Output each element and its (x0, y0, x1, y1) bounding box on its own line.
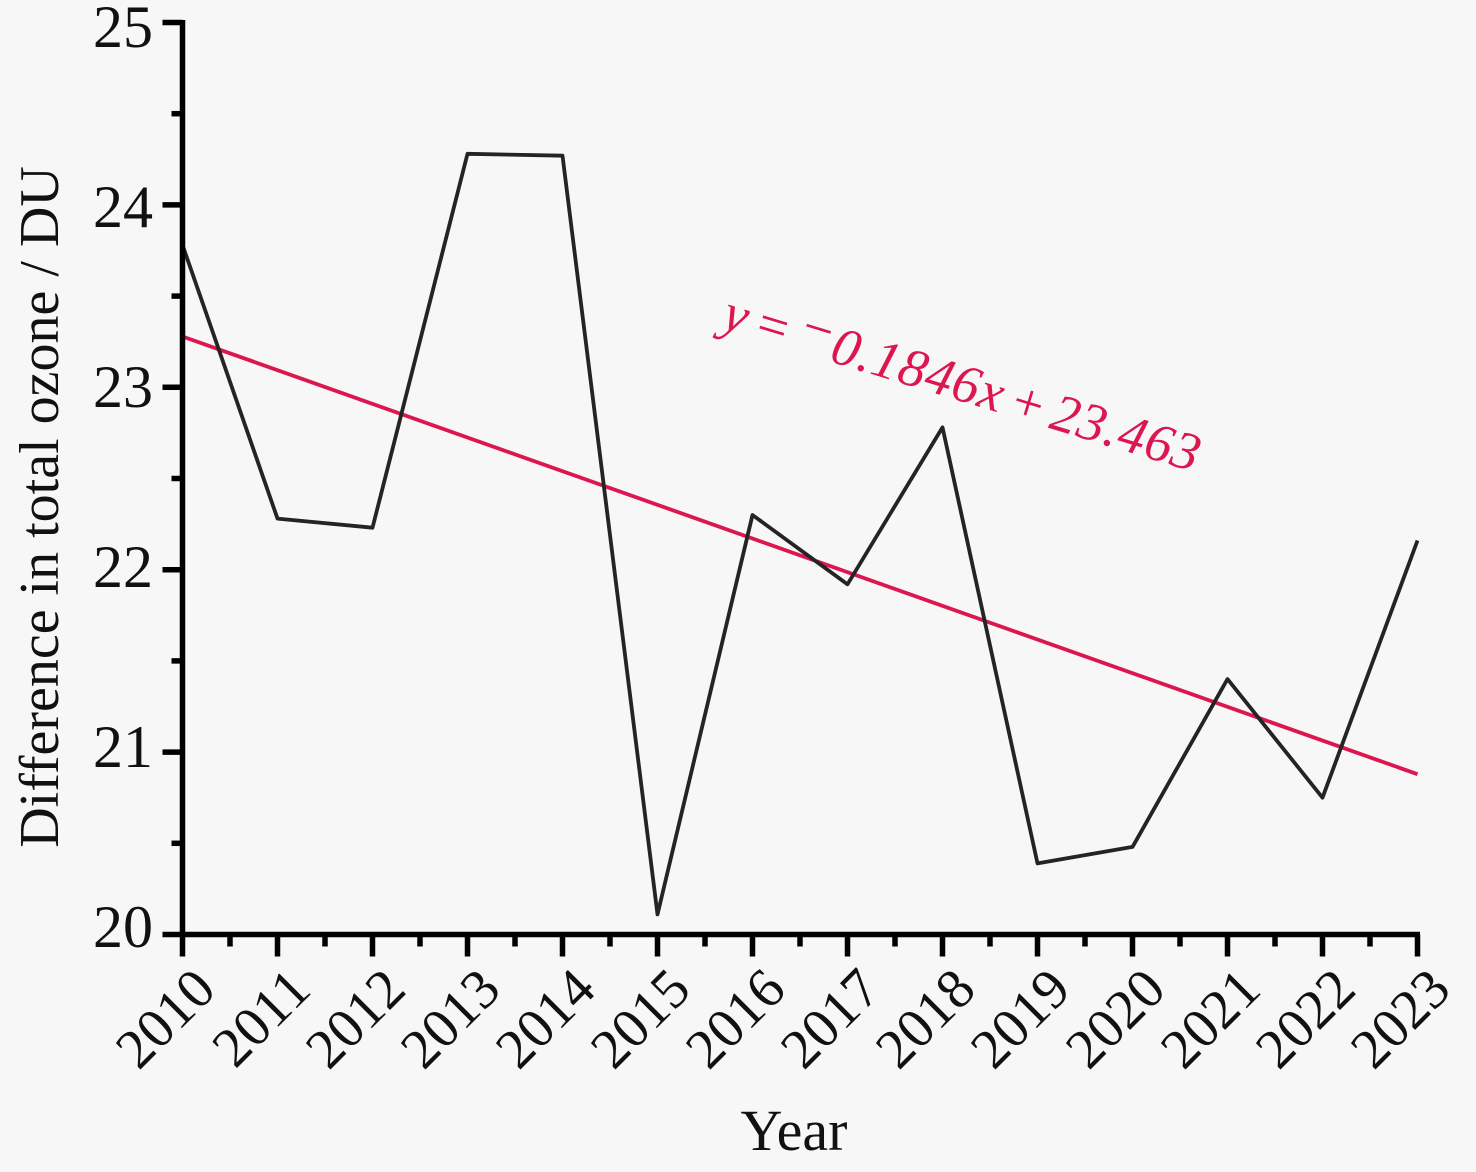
svg-text:Difference in total ozone / DU: Difference in total ozone / DU (9, 166, 71, 848)
svg-text:22: 22 (93, 534, 153, 600)
svg-text:21: 21 (93, 714, 153, 780)
svg-text:24: 24 (93, 174, 153, 240)
svg-text:20: 20 (93, 894, 153, 960)
svg-text:25: 25 (93, 0, 153, 60)
svg-text:23: 23 (93, 354, 153, 420)
svg-text:Year: Year (741, 1098, 848, 1163)
